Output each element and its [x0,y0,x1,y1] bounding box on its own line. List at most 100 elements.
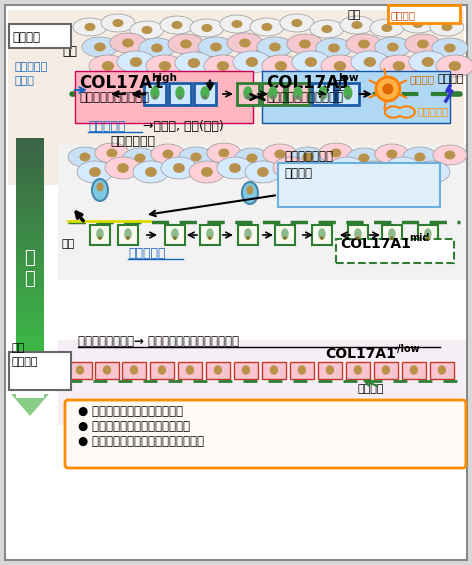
Ellipse shape [153,95,157,99]
Text: COL17A1: COL17A1 [340,237,411,251]
Ellipse shape [356,236,360,240]
Ellipse shape [107,149,118,158]
Ellipse shape [263,144,297,164]
Ellipse shape [159,61,171,71]
Text: 敗者クローンの
完全排除: 敗者クローンの 完全排除 [284,150,333,180]
Ellipse shape [130,366,138,375]
Ellipse shape [380,55,418,77]
Text: 幹細胞競合: 幹細胞競合 [128,247,166,260]
Ellipse shape [313,167,325,177]
Bar [234,362,258,379]
Ellipse shape [273,157,309,179]
Text: 基底細胞: 基底細胞 [358,384,384,394]
Text: COL17A1: COL17A1 [79,74,164,92]
Ellipse shape [246,236,250,240]
Ellipse shape [245,161,281,183]
Text: 色素細胞: 色素細胞 [410,74,435,84]
Ellipse shape [291,147,325,167]
Ellipse shape [261,23,272,31]
Bar [275,225,295,245]
Ellipse shape [318,86,328,100]
Ellipse shape [171,228,179,240]
Text: 排除: 排除 [348,10,361,20]
Bar [402,362,426,379]
Ellipse shape [329,157,365,179]
Ellipse shape [130,21,164,39]
Ellipse shape [168,34,204,54]
FancyBboxPatch shape [336,239,454,263]
Ellipse shape [76,366,84,375]
Ellipse shape [275,61,287,71]
Ellipse shape [417,40,429,49]
Bar [337,83,359,105]
Bar [348,225,368,245]
Ellipse shape [397,163,409,173]
Ellipse shape [293,86,303,100]
Ellipse shape [262,55,300,77]
Text: 分化: 分化 [332,79,347,92]
Ellipse shape [351,51,389,73]
Ellipse shape [343,86,353,100]
Ellipse shape [347,148,381,168]
Ellipse shape [130,57,142,67]
Bar [16,270,44,279]
Bar [16,303,44,312]
Ellipse shape [409,51,447,73]
Ellipse shape [321,95,325,99]
Bar [16,195,44,205]
Ellipse shape [244,228,252,240]
Ellipse shape [387,188,393,197]
Bar [16,345,44,354]
Ellipse shape [381,24,392,32]
Ellipse shape [274,150,286,159]
Ellipse shape [117,163,129,173]
Ellipse shape [68,147,102,167]
Ellipse shape [246,57,258,67]
Ellipse shape [382,184,398,206]
Bar [150,362,174,379]
Text: 転載禁止: 転載禁止 [391,10,416,20]
Bar [16,212,44,221]
Bar [16,286,44,296]
Bar [16,361,44,370]
Ellipse shape [426,236,430,240]
Bar [200,225,220,245]
Ellipse shape [188,58,200,68]
Ellipse shape [217,61,229,71]
Ellipse shape [89,55,127,77]
Ellipse shape [340,16,374,34]
Ellipse shape [202,24,212,32]
Ellipse shape [291,19,303,27]
Ellipse shape [310,20,344,38]
Ellipse shape [242,366,250,375]
Text: -/low: -/low [394,344,421,354]
Bar [16,369,44,379]
Ellipse shape [161,157,197,179]
Bar [16,163,44,172]
Bar [16,262,44,271]
Bar [58,145,466,280]
FancyArrow shape [11,394,49,416]
Ellipse shape [173,163,185,173]
Ellipse shape [283,236,287,240]
Ellipse shape [200,86,210,100]
Ellipse shape [190,19,224,37]
Ellipse shape [401,15,435,33]
Ellipse shape [433,145,467,165]
Ellipse shape [444,44,455,53]
Text: 高度
老化皮膚: 高度 老化皮膚 [12,343,39,367]
Ellipse shape [318,228,326,240]
Ellipse shape [145,167,157,177]
Ellipse shape [246,95,250,99]
Ellipse shape [305,57,317,67]
FancyBboxPatch shape [9,24,71,48]
Ellipse shape [299,40,311,49]
Ellipse shape [96,228,104,240]
Text: ● 基底膜下の真皮内の繊維芽細胞消失: ● 基底膜下の真皮内の繊維芽細胞消失 [78,435,204,448]
Ellipse shape [101,14,135,32]
Ellipse shape [301,161,337,183]
Bar [318,362,342,379]
Bar [68,362,92,379]
Bar [262,362,286,379]
Ellipse shape [382,84,393,94]
